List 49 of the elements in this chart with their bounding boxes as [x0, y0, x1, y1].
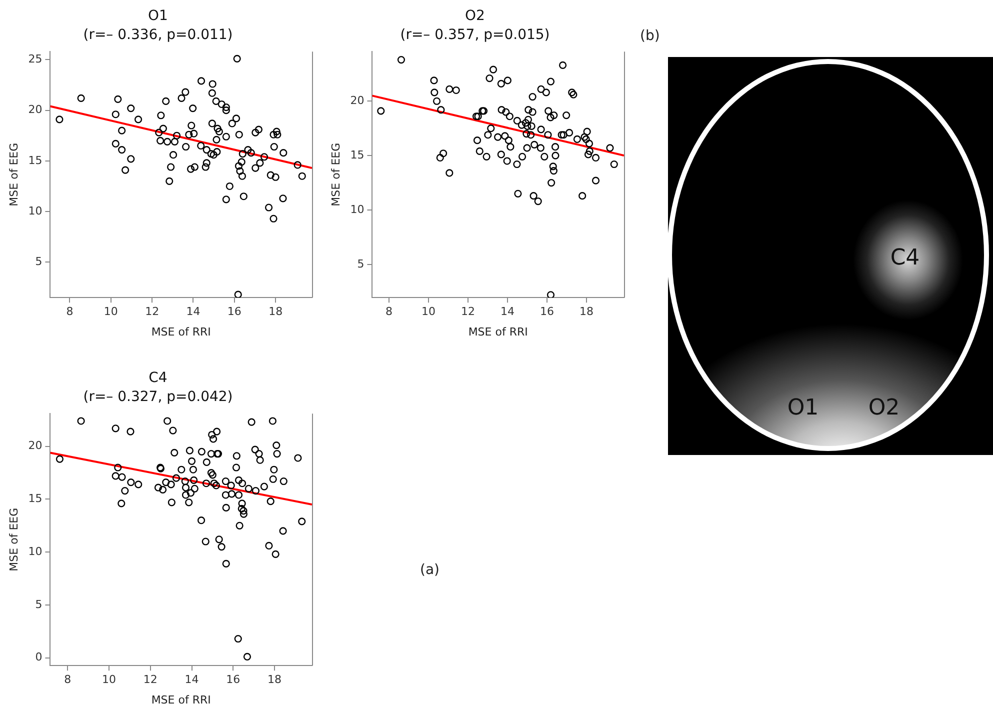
chart-subtitle: (r=– 0.327, p=0.042) — [83, 388, 233, 405]
text: O1 — [787, 396, 819, 420]
y-tick-label: 20 — [28, 439, 42, 452]
y-tick-label: 5 — [35, 255, 42, 268]
x-tick-label: 16 — [540, 305, 554, 318]
x-tick-label: 18 — [268, 305, 283, 318]
y-tick-label: 5 — [35, 598, 42, 611]
y-tick-label: 20 — [350, 94, 364, 107]
x-tick-label: 18 — [579, 305, 594, 318]
y-tick-label: 10 — [28, 544, 42, 558]
x-tick-label: 16 — [227, 305, 242, 318]
x-tick-label: 12 — [143, 673, 158, 686]
y-tick-label: 15 — [350, 148, 364, 162]
x-tick-label: 10 — [102, 673, 116, 686]
y-tick-label: 0 — [35, 650, 42, 664]
y-axis-title: MSE of EEG — [7, 508, 20, 572]
y-tick-label: 10 — [350, 202, 364, 216]
text: (a) — [420, 562, 440, 578]
y-tick-label: 25 — [28, 52, 42, 66]
chart-title: O1 — [148, 8, 168, 24]
y-tick-label: 10 — [28, 204, 42, 218]
chart-subtitle: (r=– 0.336, p=0.011) — [83, 26, 233, 43]
chart-subtitle: (r=– 0.357, p=0.015) — [400, 26, 550, 43]
text: C4 — [890, 246, 920, 270]
x-tick-label: 10 — [104, 305, 118, 318]
y-axis-title: MSE of EEG — [7, 142, 20, 206]
x-tick-label: 16 — [226, 673, 240, 686]
y-tick-label: 20 — [28, 103, 42, 116]
x-tick-label: 8 — [64, 673, 72, 686]
x-tick-label: 14 — [186, 305, 200, 318]
y-tick-label: 15 — [28, 492, 42, 506]
x-axis-title: MSE of RRI — [151, 325, 211, 338]
y-tick-label: 5 — [357, 257, 364, 270]
text: (b) — [640, 28, 660, 44]
chart-title: C4 — [148, 370, 168, 386]
x-tick-label: 18 — [268, 673, 282, 686]
x-tick-label: 8 — [66, 305, 74, 318]
x-tick-label: 12 — [460, 305, 475, 318]
text: O2 — [868, 396, 900, 420]
chart-title: O2 — [465, 8, 485, 24]
x-tick-label: 8 — [385, 305, 392, 318]
y-tick-label: 15 — [28, 154, 42, 167]
x-tick-label: 14 — [184, 673, 199, 686]
x-tick-label: 10 — [421, 305, 436, 318]
x-axis-title: MSE of RRI — [151, 693, 211, 706]
y-axis-title: MSE of EEG — [329, 142, 342, 206]
x-axis-title: MSE of RRI — [468, 325, 528, 338]
x-tick-label: 12 — [145, 305, 160, 318]
x-tick-label: 14 — [500, 305, 514, 318]
